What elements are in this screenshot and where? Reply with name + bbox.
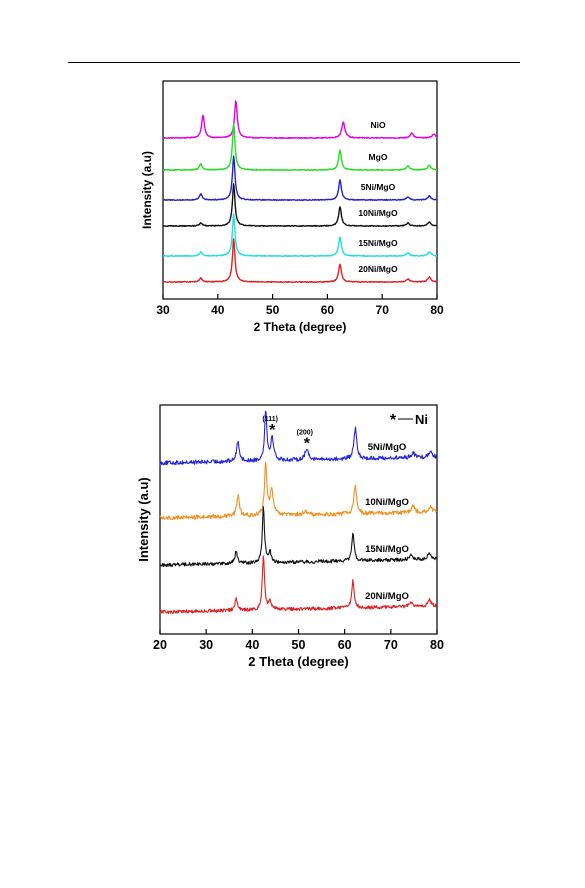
x-tick-label: 50 [266, 303, 280, 317]
x-tick-label: 30 [199, 638, 213, 652]
x-tick-label: 80 [430, 638, 444, 652]
x-tick-label: 40 [211, 303, 225, 317]
series-line-mgo [162, 123, 438, 171]
series-line-10ni-mgo [162, 183, 438, 228]
peak-annotation-label: (200) [297, 430, 313, 437]
xrd-chart-top: 30 40 50 60 70 80 2 Theta (degree) Intensity (a… [140, 80, 444, 334]
x-tick-label: 80 [430, 303, 444, 317]
x-tick-label: 40 [245, 638, 259, 652]
x-tick-label: 60 [321, 303, 335, 317]
series-line-nio [162, 100, 438, 139]
series-label-nio: NiO [370, 120, 386, 130]
series-line-5ni-mgo [162, 155, 438, 201]
series-label-10ni-mgo: 10Ni/MgO [365, 497, 409, 508]
series-label-5ni-mgo: 5Ni/MgO [361, 182, 396, 192]
x-axis-label: 2 Theta (degree) [254, 320, 347, 334]
x-tick-label: 30 [156, 303, 170, 317]
x-tick-label: 70 [384, 638, 398, 652]
x-tick-label: 20 [153, 638, 167, 652]
series-label-15ni-mgo: 15Ni/MgO [358, 238, 398, 248]
series-line-10ni-mgo [159, 461, 438, 520]
page-header-rule [68, 62, 520, 63]
series-line-20ni-mgo [162, 238, 438, 283]
peak-annotation-label: (111) [262, 416, 278, 423]
series-label-20ni-mgo: 20Ni/MgO [358, 264, 398, 274]
legend-asterisk: * [390, 412, 397, 429]
series-line-20ni-mgo [159, 555, 438, 615]
xrd-chart-bottom: 20 30 40 50 60 70 80 2 Theta (degree) Intensity … [136, 404, 444, 669]
x-tick-label: 60 [338, 638, 352, 652]
series-label-mgo: MgO [369, 152, 388, 162]
x-axis-label: 2 Theta (degree) [248, 654, 348, 669]
plot-frame [162, 80, 438, 300]
series-line-15ni-mgo [159, 506, 438, 568]
series-line-5ni-mgo [159, 410, 438, 466]
series-label-20ni-mgo: 20Ni/MgO [365, 591, 409, 602]
series-label-5ni-mgo: 5Ni/MgO [368, 442, 407, 453]
x-tick-label: 50 [292, 638, 306, 652]
series-line-15ni-mgo [162, 213, 438, 258]
peak-marker-asterisk: * [304, 436, 311, 453]
series-label-10ni-mgo: 10Ni/MgO [358, 208, 398, 218]
peak-marker-asterisk: * [269, 422, 276, 439]
y-axis-label: Intensity (a.u) [136, 477, 151, 562]
y-axis-label: Intensity (a.u) [140, 151, 154, 229]
x-tick-label: 70 [376, 303, 390, 317]
legend-label: Ni [415, 412, 428, 427]
series-label-15ni-mgo: 15Ni/MgO [365, 544, 409, 555]
